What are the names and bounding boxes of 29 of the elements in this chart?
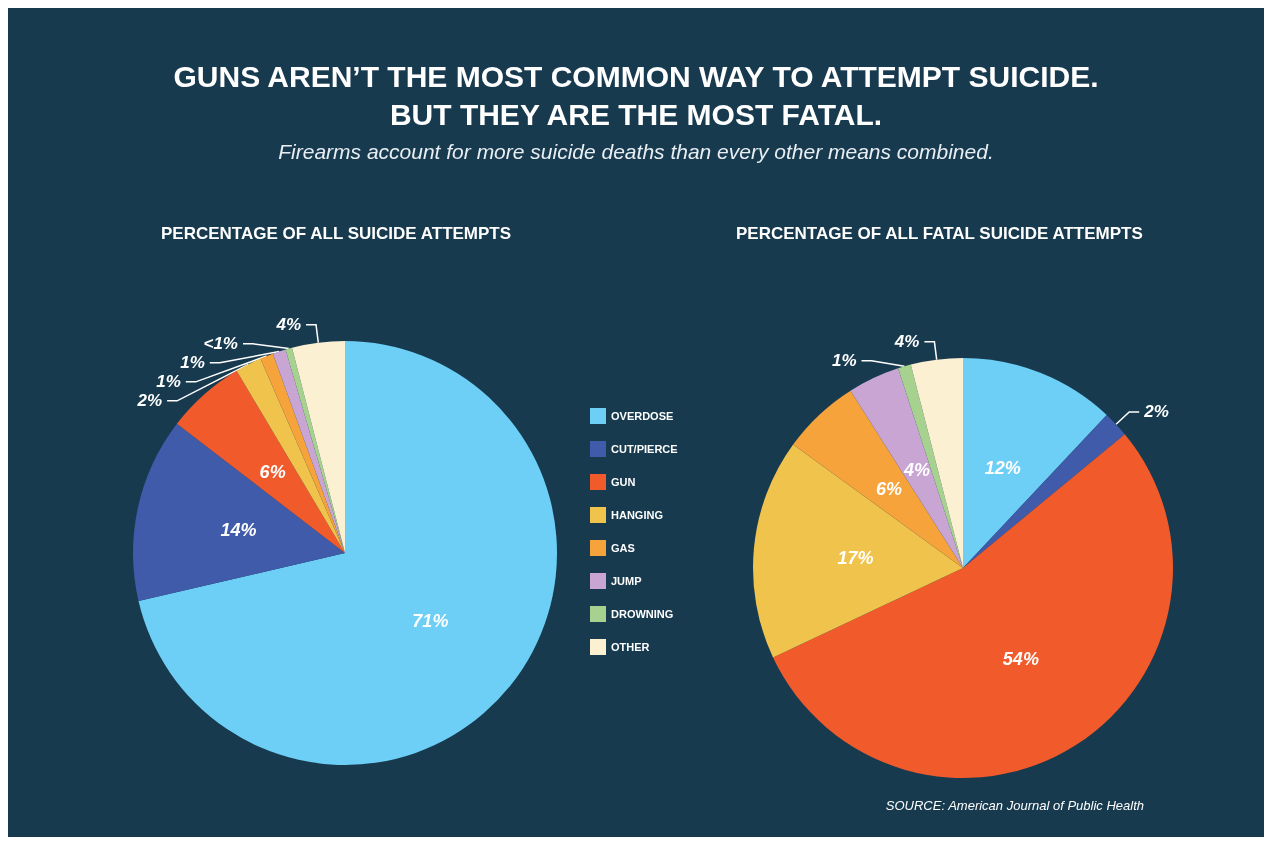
legend-label: OVERDOSE bbox=[611, 410, 674, 422]
chart-title: GUNS AREN’T THE MOST COMMON WAY TO ATTEMPT SUICIDE. BUT THEY ARE THE MOST FATAL. bbox=[172, 59, 1100, 133]
chart-subtitle: Firearms account for more suicide deaths than every other means combined. bbox=[277, 140, 995, 164]
legend-label: JUMP bbox=[611, 575, 642, 587]
data-label: 6% bbox=[259, 461, 286, 482]
legend-label: HANGING bbox=[611, 509, 663, 521]
legend-label: CUT/PIERCE bbox=[611, 443, 678, 455]
data-label: 1% bbox=[831, 351, 857, 371]
data-label: 2% bbox=[136, 391, 163, 411]
data-label: 2% bbox=[1143, 402, 1169, 422]
slice-label: PERCENTAGE OF ALL FATAL SUICIDE ATTEMPTS bbox=[736, 224, 1143, 243]
data-label: 71% bbox=[412, 610, 449, 631]
legend-label: DROWNING bbox=[611, 608, 674, 620]
data-label: 17% bbox=[837, 547, 874, 568]
data-label: 1% bbox=[180, 353, 205, 373]
data-label: 4% bbox=[893, 332, 920, 352]
data-label: 4% bbox=[275, 315, 302, 335]
data-label: 6% bbox=[876, 479, 903, 500]
source-note: SOURCE: American Journal of Public Health bbox=[885, 798, 1144, 813]
legend-label: OTHER bbox=[611, 641, 650, 653]
data-label: 1% bbox=[156, 372, 181, 392]
data-label: 4% bbox=[903, 460, 931, 481]
data-label: 14% bbox=[220, 519, 257, 540]
legend-label: GUN bbox=[611, 476, 636, 488]
data-label: <1% bbox=[203, 334, 238, 354]
slice-label: PERCENTAGE OF ALL SUICIDE ATTEMPTS bbox=[161, 224, 512, 243]
legend-label: GAS bbox=[611, 542, 635, 554]
data-label: 12% bbox=[984, 457, 1021, 478]
data-label: 54% bbox=[1002, 649, 1039, 670]
